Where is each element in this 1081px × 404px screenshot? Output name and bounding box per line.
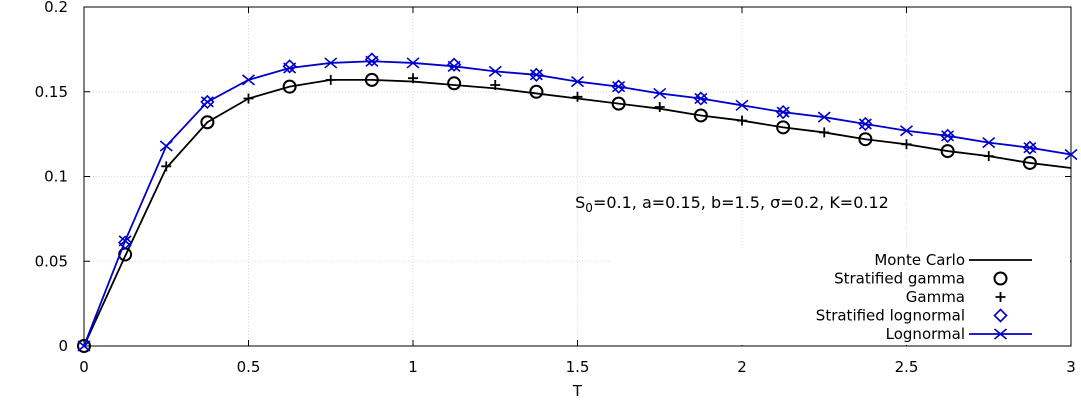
data-point-gamma <box>408 73 418 84</box>
data-point-gamma <box>654 102 665 113</box>
data-point-lognormal <box>776 106 790 118</box>
data-point-lognormal <box>570 75 585 88</box>
x-tick-label: 2.5 <box>895 358 919 376</box>
x-tick-label: 0.5 <box>237 358 261 376</box>
data-series <box>77 52 1078 353</box>
legend-marker-stratified-gamma <box>993 271 1008 286</box>
data-point-lognormal <box>735 99 749 111</box>
y-tick-label: 0.1 <box>44 168 68 186</box>
x-tick-label: 2 <box>737 358 747 376</box>
y-tick-label: 0 <box>58 337 68 355</box>
x-tick-label: 1 <box>408 358 418 376</box>
data-point-gamma <box>325 74 336 85</box>
data-point-stratified-lognormal <box>529 67 544 82</box>
series-gamma <box>161 73 994 172</box>
data-point-stratified-gamma <box>200 115 215 130</box>
data-point-lognormal <box>447 60 461 72</box>
parameter-annotation-text: S0=0.1, a=0.15, b=1.5, σ=0.2, K=0.12 <box>575 193 889 215</box>
data-point-stratified-gamma <box>858 132 873 147</box>
annotation-subscript: 0 <box>585 201 593 215</box>
data-point-lognormal <box>488 65 502 78</box>
data-point-lognormal <box>200 96 214 108</box>
data-point-lognormal <box>1023 142 1037 154</box>
x-axis-label: T <box>572 382 583 400</box>
annotation-prefix: S <box>575 193 585 212</box>
data-point-stratified-gamma <box>77 339 91 353</box>
data-point-lognormal <box>817 111 831 123</box>
parameter-annotation: S0=0.1, a=0.15, b=1.5, σ=0.2, K=0.12 <box>575 193 889 215</box>
annotation-suffix: =0.1, a=0.15, b=1.5, σ=0.2, K=0.12 <box>593 193 889 212</box>
data-point-gamma <box>572 91 583 102</box>
data-point-stratified-gamma <box>693 108 708 123</box>
data-point-lognormal <box>241 74 256 86</box>
data-point-lognormal <box>982 136 996 149</box>
legend-marker-lognormal <box>993 328 1008 340</box>
data-point-stratified-gamma <box>364 72 379 87</box>
data-point-lognormal <box>77 340 91 352</box>
data-point-lognormal <box>159 140 173 152</box>
data-point-lognormal <box>899 125 914 137</box>
legend-marker-gamma <box>995 292 1006 302</box>
x-tick-label: 0 <box>79 358 89 376</box>
data-point-stratified-lognormal <box>775 104 791 120</box>
x-tick-label: 1.5 <box>566 358 590 376</box>
data-point-gamma <box>819 127 830 138</box>
grid <box>84 7 1071 346</box>
data-point-stratified-gamma <box>776 120 791 135</box>
x-tick-label: 3 <box>1066 358 1076 376</box>
data-point-stratified-lognormal <box>611 79 626 94</box>
y-tick-label: 0.05 <box>35 252 68 270</box>
data-point-stratified-lognormal <box>940 128 955 143</box>
legend-label-lognormal: Lognormal <box>886 325 965 343</box>
y-tick-label: 0.15 <box>35 83 68 101</box>
data-point-stratified-gamma <box>447 76 462 91</box>
data-point-stratified-gamma <box>940 144 955 159</box>
data-point-stratified-lognormal <box>858 116 873 132</box>
data-point-gamma <box>490 79 501 90</box>
legend-marker-stratified-lognormal <box>993 308 1008 323</box>
data-point-gamma <box>983 151 994 162</box>
data-point-gamma <box>161 161 172 172</box>
data-point-lognormal <box>529 69 543 81</box>
data-point-gamma <box>737 115 747 126</box>
data-point-gamma <box>243 93 254 104</box>
data-point-lognormal <box>694 92 708 105</box>
data-point-lognormal <box>406 57 420 69</box>
data-point-stratified-lognormal <box>117 235 133 250</box>
data-point-gamma <box>901 139 912 150</box>
legend-background <box>610 248 1070 345</box>
data-point-lognormal <box>1064 148 1078 161</box>
data-point-stratified-lognormal <box>1022 140 1038 155</box>
data-point-lognormal <box>612 81 626 93</box>
series-lognormal <box>77 55 1078 352</box>
axis-ticks: 0 0.5 1 1.5 2 2.5 3 0 0.05 0.1 0.15 0.2 <box>35 0 1076 376</box>
legend-label-monte-carlo: Monte Carlo <box>874 251 965 269</box>
legend-label-stratified-gamma: Stratified gamma <box>834 270 965 288</box>
data-point-lognormal <box>941 130 955 142</box>
data-point-lognormal <box>283 62 297 74</box>
data-point-stratified-lognormal <box>693 91 709 106</box>
data-point-stratified-gamma <box>282 79 297 94</box>
y-tick-label: 0.2 <box>44 0 68 16</box>
data-point-lognormal <box>118 235 132 247</box>
data-point-lognormal <box>324 57 338 69</box>
data-point-lognormal <box>653 87 667 100</box>
data-point-stratified-gamma <box>611 96 626 111</box>
data-point-stratified-gamma <box>1022 155 1037 170</box>
data-point-lognormal <box>365 55 379 67</box>
legend-label-gamma: Gamma <box>906 288 965 306</box>
data-point-stratified-gamma <box>529 84 544 99</box>
legend-label-stratified-lognormal: Stratified lognormal <box>816 307 965 325</box>
data-point-lognormal <box>858 118 872 130</box>
